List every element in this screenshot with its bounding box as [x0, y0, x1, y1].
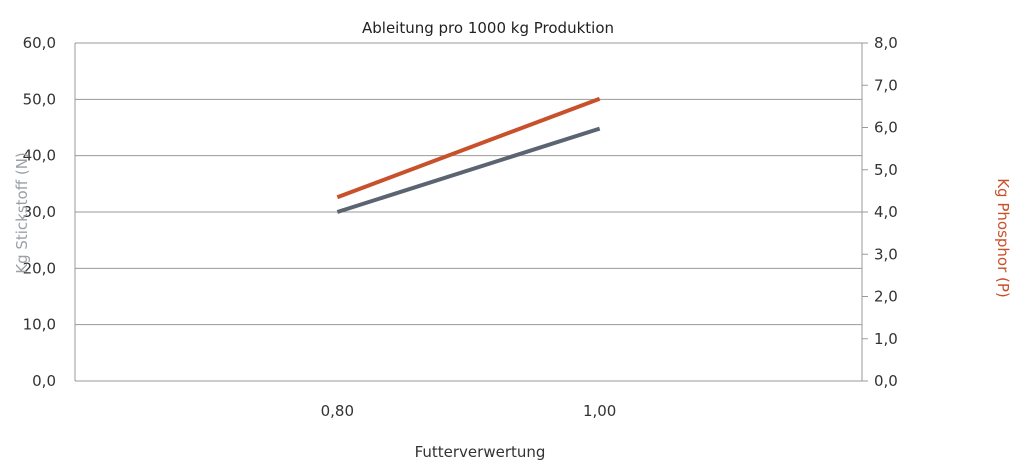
left-axis-title: Kg Stickstoff (N)	[13, 152, 31, 274]
left-axis-ticks: 0,0 10,0 20,0 30,0 40,0 50,0 60,0	[23, 34, 56, 390]
right-tick-label: 1,0	[874, 330, 898, 348]
right-axis-ticks: 0,0 1,0 2,0 3,0 4,0 5,0 6,0 7,0 8,0	[862, 34, 898, 390]
left-tick-label: 40,0	[23, 147, 56, 165]
x-tick-label: 1,00	[583, 402, 616, 420]
right-tick-label: 6,0	[874, 119, 898, 137]
left-tick-label: 60,0	[23, 34, 56, 52]
x-axis-ticks: 0,80 1,00	[321, 402, 617, 420]
x-axis-title: Futterverwertung	[415, 443, 546, 461]
right-tick-label: 0,0	[874, 372, 898, 390]
chart-title: Ableitung pro 1000 kg Produktion	[362, 19, 614, 37]
left-tick-label: 30,0	[23, 203, 56, 221]
series-line-1	[336, 126, 601, 214]
right-tick-label: 3,0	[874, 245, 898, 263]
series-line-2	[336, 96, 601, 200]
right-tick-label: 8,0	[874, 34, 898, 52]
left-tick-label: 0,0	[32, 372, 56, 390]
right-tick-label: 5,0	[874, 161, 898, 179]
left-tick-label: 50,0	[23, 90, 56, 108]
right-axis-title: Kg Phosphor (P)	[994, 178, 1012, 298]
left-tick-label: 20,0	[23, 259, 56, 277]
right-tick-label: 2,0	[874, 288, 898, 306]
gridlines	[75, 42, 862, 326]
right-tick-label: 7,0	[874, 76, 898, 94]
left-tick-label: 10,0	[23, 316, 56, 334]
right-tick-label: 4,0	[874, 203, 898, 221]
series-lines	[336, 96, 601, 214]
x-tick-label: 0,80	[321, 402, 354, 420]
